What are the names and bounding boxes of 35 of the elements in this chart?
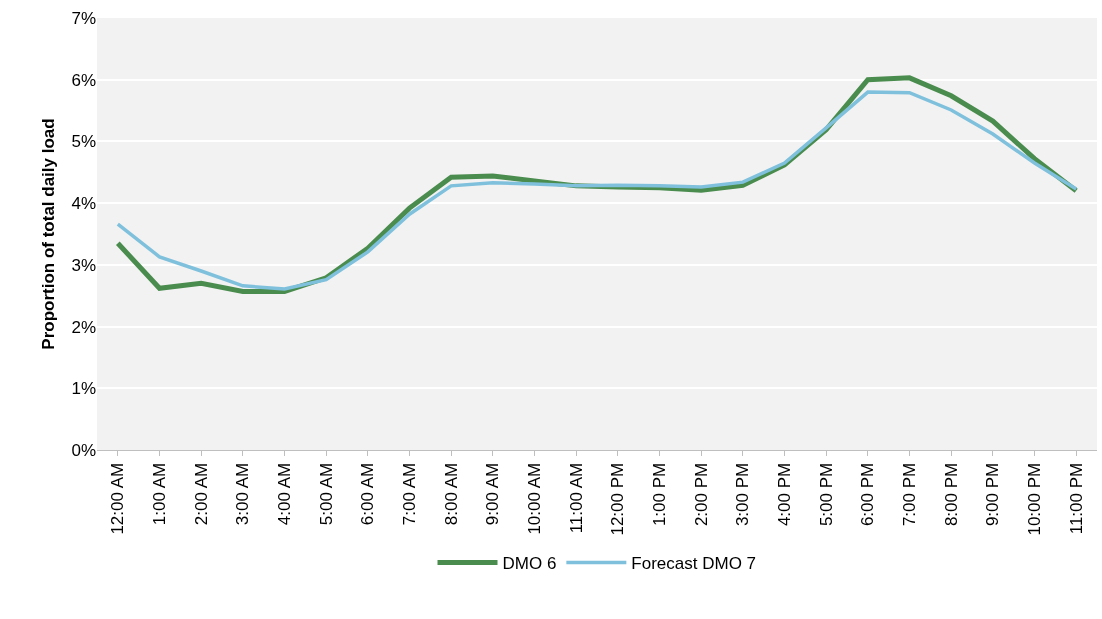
x-tick-label: 12:00 AM xyxy=(108,462,128,535)
legend-label: DMO 6 xyxy=(502,554,557,574)
x-tick-label: 10:00 PM xyxy=(1025,462,1045,536)
x-tick-label: 6:00 PM xyxy=(858,462,878,527)
y-tick-label: 7% xyxy=(71,8,96,28)
x-tick-label: 8:00 AM xyxy=(441,462,461,526)
y-tick-label: 0% xyxy=(71,440,96,460)
x-tick-label: 3:00 AM xyxy=(233,462,253,526)
y-tick-label: 4% xyxy=(71,194,96,214)
x-tick-label: 4:00 AM xyxy=(275,462,295,526)
x-tick-label: 11:00 PM xyxy=(1066,462,1086,535)
x-tick-label: 7:00 PM xyxy=(900,462,920,527)
x-tick-label: 11:00 AM xyxy=(566,462,586,534)
x-tick-label: 1:00 AM xyxy=(150,462,170,526)
y-tick-label: 1% xyxy=(71,379,96,399)
x-tick-label: 6:00 AM xyxy=(358,462,378,526)
y-tick-label: 2% xyxy=(71,317,96,337)
x-tick-label: 1:00 PM xyxy=(650,462,670,527)
x-tick-label: 9:00 AM xyxy=(483,462,503,526)
x-tick-label: 12:00 PM xyxy=(608,462,628,536)
x-tick-label: 3:00 PM xyxy=(733,462,753,527)
y-axis-title: Proportion of total daily load xyxy=(38,118,58,350)
legend-label: Forecast DMO 7 xyxy=(631,554,757,574)
x-tick-label: 8:00 PM xyxy=(941,462,961,527)
x-tick-label: 4:00 PM xyxy=(775,462,795,527)
x-tick-label: 9:00 PM xyxy=(983,462,1003,527)
x-tick-label: 5:00 AM xyxy=(316,462,336,526)
x-tick-label: 10:00 AM xyxy=(525,462,545,535)
y-tick-label: 6% xyxy=(71,70,96,90)
y-tick-label: 5% xyxy=(71,132,96,152)
x-tick-label: 2:00 AM xyxy=(191,462,211,526)
x-tick-label: 5:00 PM xyxy=(816,462,836,527)
y-tick-label: 3% xyxy=(71,255,96,275)
x-tick-label: 2:00 PM xyxy=(691,462,711,527)
x-tick-label: 7:00 AM xyxy=(400,462,420,526)
